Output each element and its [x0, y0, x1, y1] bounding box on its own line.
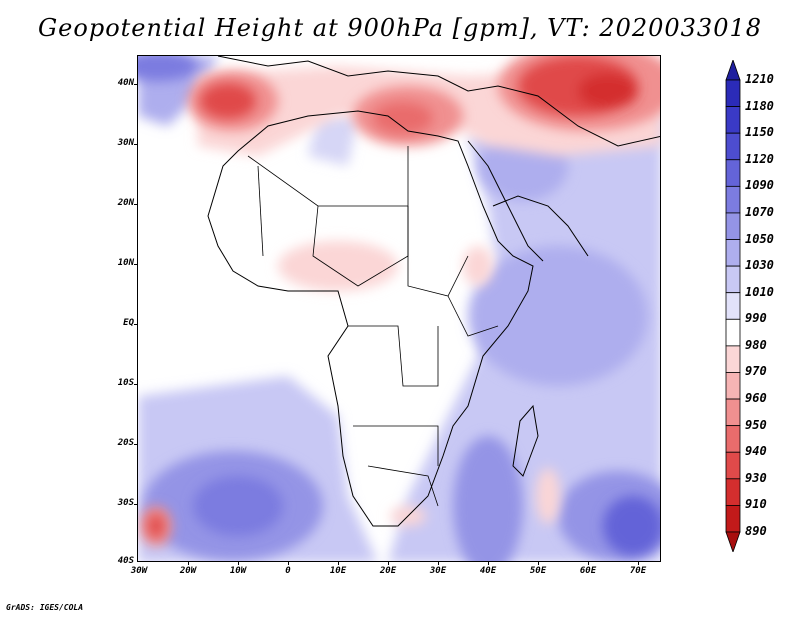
lon-label: 0: [285, 566, 291, 576]
colorbar-label: 910: [745, 497, 767, 512]
lon-label: 40E: [479, 566, 497, 576]
lat-label: 20S: [117, 438, 134, 448]
lat-label: 10S: [117, 378, 134, 388]
colorbar-segments: [725, 60, 741, 552]
colorbar-label: 960: [745, 391, 767, 406]
lon-tick: [588, 561, 589, 565]
coastlines: [207, 56, 660, 527]
lat-tick: [134, 444, 138, 445]
height-field-map: [138, 56, 660, 561]
lat-tick: [134, 324, 138, 325]
deep-blue-field: [138, 56, 660, 556]
colorbar-label: 1120: [745, 151, 774, 166]
colorbar-bottom-triangle: [725, 531, 741, 552]
lat-tick: [134, 264, 138, 265]
lat-label: 10N: [117, 258, 134, 268]
lat-label: 40S: [117, 556, 134, 566]
colorbar-label: 930: [745, 470, 767, 485]
lat-label: 20N: [117, 198, 134, 208]
colorbar-segment: [725, 265, 741, 294]
colorbar-segment: [725, 106, 741, 134]
lat-label: 30S: [117, 498, 134, 508]
lon-label: 20E: [379, 566, 397, 576]
lon-tick: [388, 561, 389, 565]
lat-tick: [134, 144, 138, 145]
lon-label: 10E: [329, 566, 347, 576]
colorbar-label: 1070: [745, 204, 774, 219]
colorbar-label: 940: [745, 444, 767, 459]
lat-tick: [134, 84, 138, 85]
colorbar-segment: [725, 159, 741, 187]
lon-tick: [338, 561, 339, 565]
colorbar-label: 1150: [745, 125, 774, 140]
colorbar-segment: [725, 345, 741, 373]
colorbar-segment: [725, 185, 741, 214]
dark-red-field: [148, 56, 638, 538]
colorbar-segment: [725, 292, 741, 320]
colorbar-segment: [725, 239, 741, 267]
colorbar-label: 1050: [745, 231, 774, 246]
colorbar-label: 890: [745, 524, 767, 538]
colorbar-segment: [725, 451, 741, 480]
map-panel: [137, 55, 661, 562]
colorbar-label: 950: [745, 417, 767, 432]
lon-label: 30E: [429, 566, 447, 576]
colorbar-label: 1090: [745, 178, 774, 193]
lon-label: 70E: [629, 566, 647, 576]
lon-tick: [638, 561, 639, 565]
colorbar-segment: [725, 425, 741, 453]
colorbar-segment: [725, 398, 741, 427]
lon-tick: [438, 561, 439, 565]
lat-tick: [134, 504, 138, 505]
colorbar-label: 1180: [745, 98, 774, 113]
colorbar-segment: [725, 79, 741, 107]
colorbar-label: 990: [745, 311, 767, 326]
colorbar-label: 1030: [745, 258, 774, 273]
lon-tick: [538, 561, 539, 565]
lon-label: 50E: [529, 566, 547, 576]
lon-tick: [188, 561, 189, 565]
lat-label: EQ: [123, 318, 134, 328]
lon-tick: [488, 561, 489, 565]
lon-label: 30W: [130, 566, 148, 576]
lon-label: 20W: [179, 566, 197, 576]
plot-title: Geopotential Height at 900hPa [gpm], VT:…: [38, 14, 762, 42]
lon-tick: [238, 561, 239, 565]
lat-tick: [134, 384, 138, 385]
colorbar-segment: [725, 505, 741, 533]
credit-text: GrADS: IGES/COLA: [6, 603, 84, 612]
country-borders: [247, 146, 499, 507]
lat-label: 40N: [117, 78, 134, 88]
colorbar-label: 1010: [745, 284, 774, 299]
lon-tick: [288, 561, 289, 565]
colorbar-label: 970: [745, 364, 767, 379]
colorbar-top-triangle: [725, 60, 741, 81]
colorbar-label: 1210: [745, 72, 774, 86]
colorbar-segment: [725, 478, 741, 506]
colorbar: [725, 60, 741, 552]
lon-label: 60E: [579, 566, 597, 576]
lat-tick: [134, 204, 138, 205]
colorbar-segment: [725, 372, 741, 400]
colorbar-label: 980: [745, 337, 767, 352]
lon-label: 10W: [229, 566, 247, 576]
colorbar-segment: [725, 132, 741, 161]
lat-label: 30N: [117, 138, 134, 148]
colorbar-segment: [725, 318, 741, 347]
colorbar-segment: [725, 212, 741, 240]
